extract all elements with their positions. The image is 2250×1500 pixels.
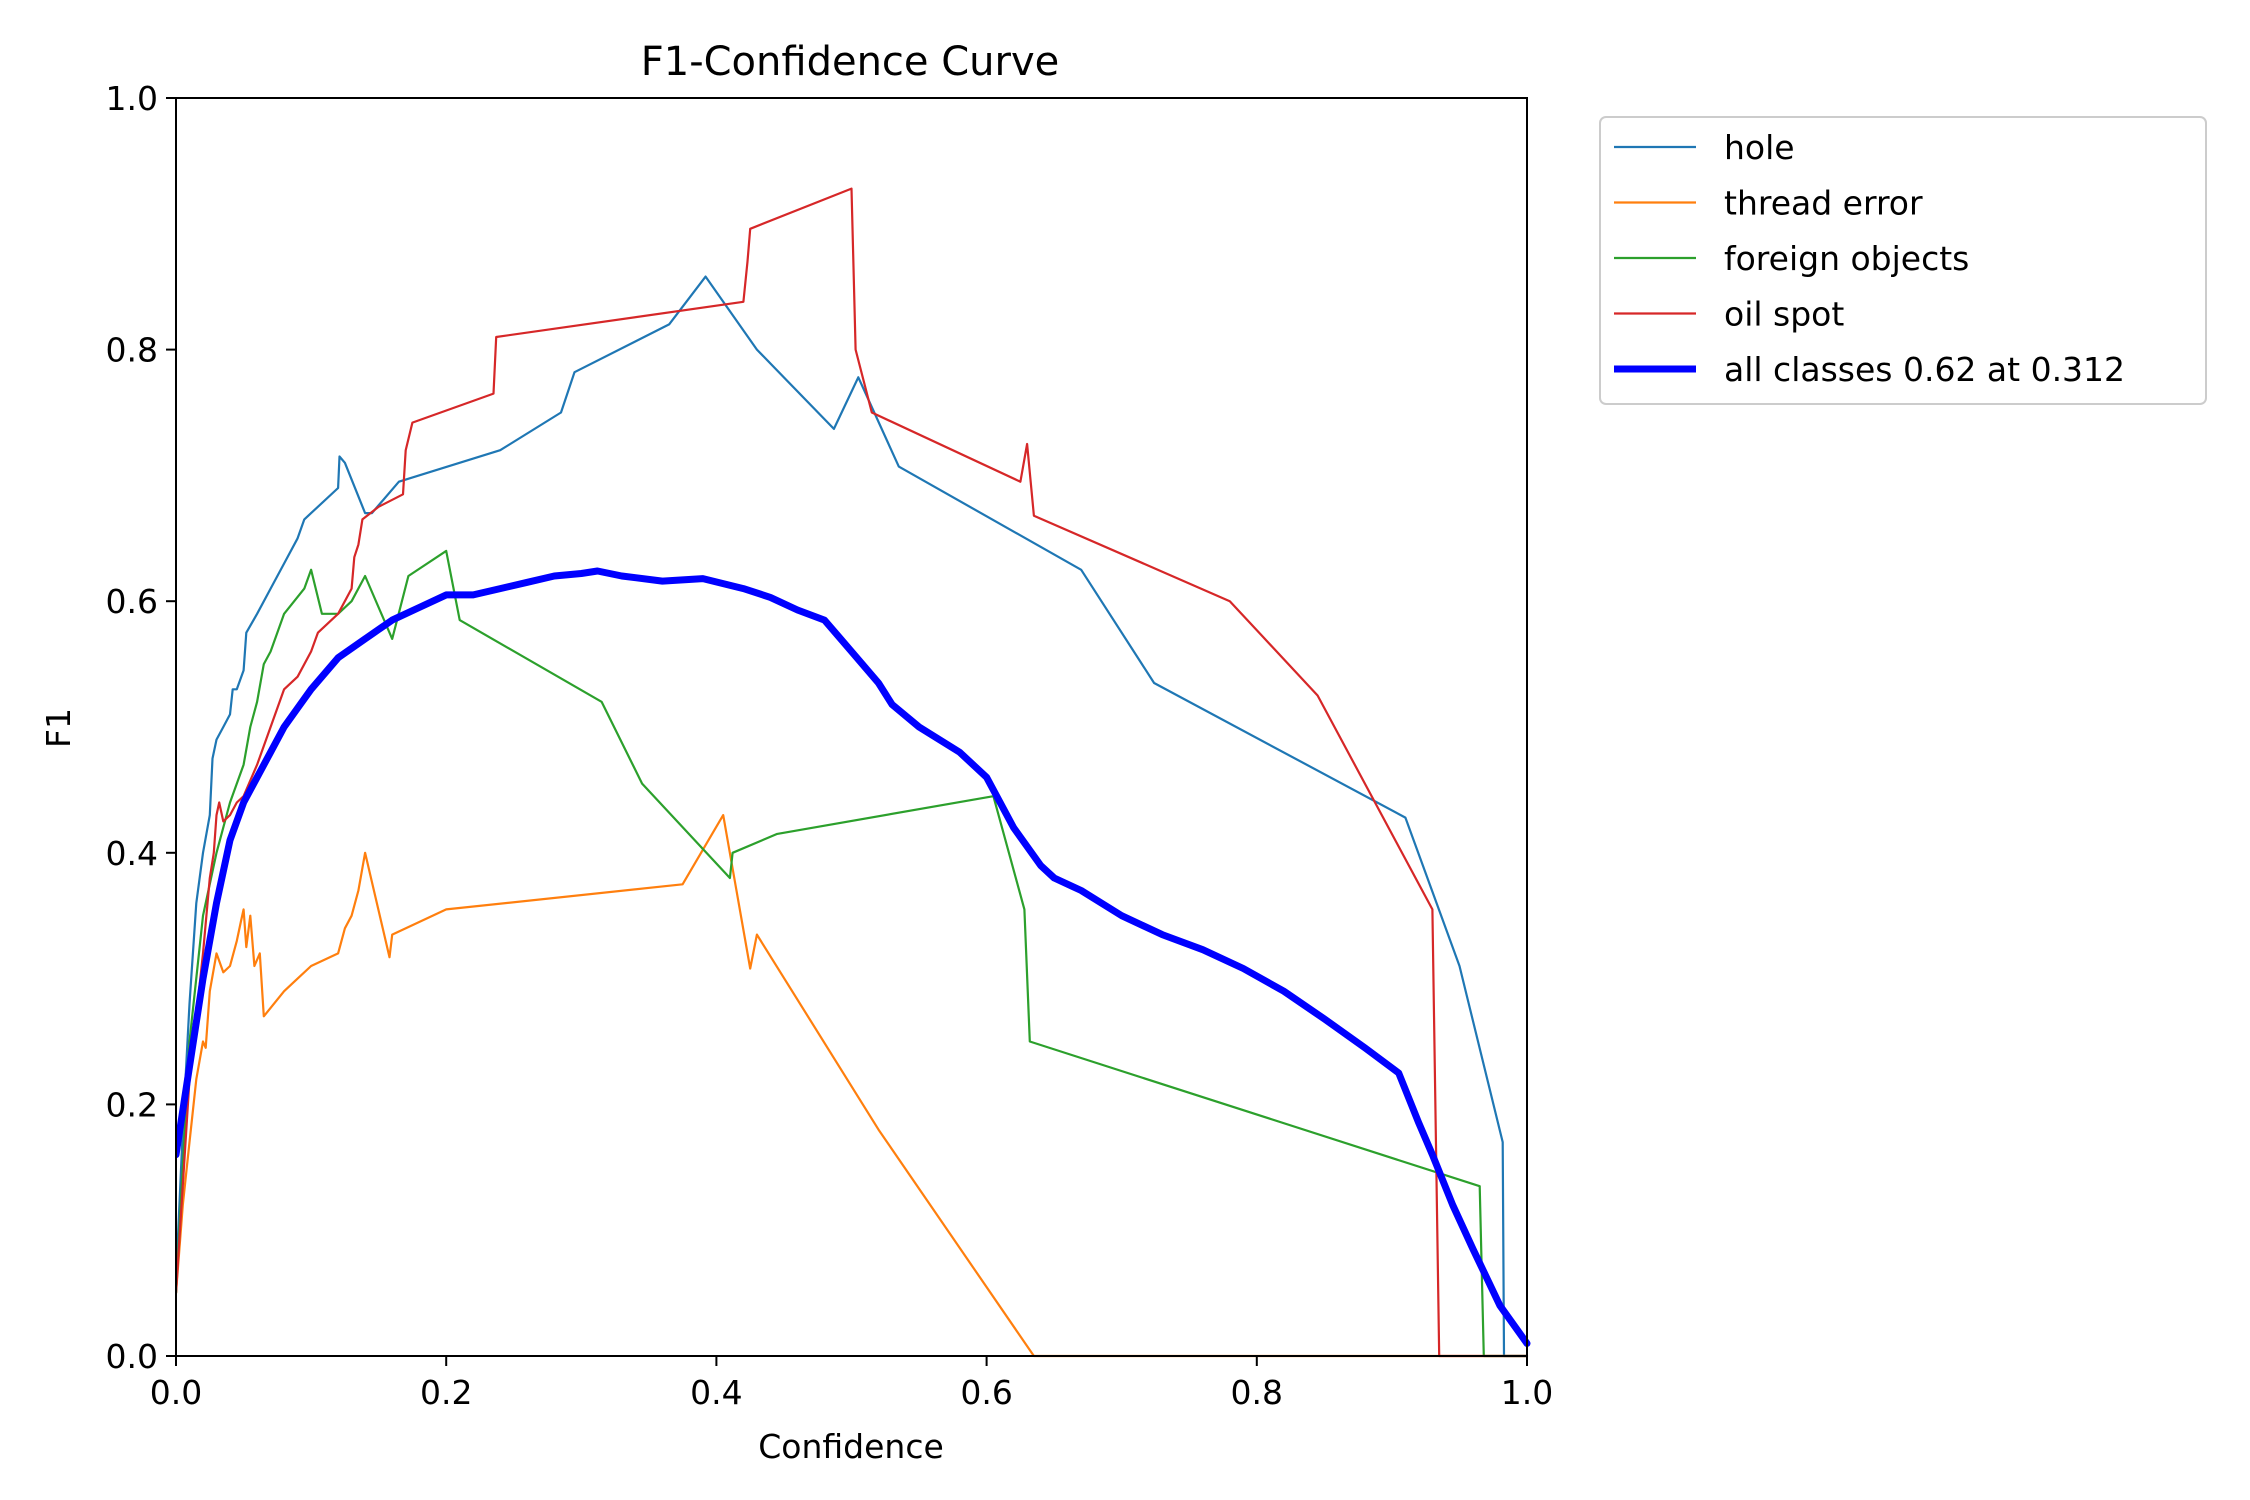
series-line-all-all	[176, 567, 1531, 1347]
x-tick-label: 0.8	[1231, 1373, 1283, 1412]
y-tick-label: 1.0	[106, 79, 158, 118]
x-tick-label: 0.4	[690, 1373, 742, 1412]
legend-label-all: all classes 0.62 at 0.312	[1724, 350, 2125, 389]
series-line-foreign	[176, 549, 1529, 1358]
x-tick-label: 0.2	[420, 1373, 472, 1412]
legend-label-thread: thread error	[1724, 184, 1923, 223]
y-tick-label: 0.6	[106, 582, 158, 621]
series-line-oil	[176, 187, 1529, 1358]
legend-label-foreign: foreign objects	[1724, 239, 1969, 278]
legend-label-hole: hole	[1724, 128, 1795, 167]
y-tick-label: 0.4	[106, 834, 158, 873]
legend-items: hole thread error foreign objects oil spot a…	[1614, 128, 2125, 389]
x-tick-label: 0.0	[150, 1373, 202, 1412]
series-line-hole	[176, 275, 1529, 1358]
x-tick-label: 1.0	[1501, 1373, 1553, 1412]
tick-layer: 0.0 0.2 0.4 0.6 0.8 1.0 0.0 0.2 0.4 0.6 0.8 1.0	[106, 79, 1554, 1412]
y-tick-label: 0.2	[106, 1085, 158, 1124]
legend: hole thread error foreign objects oil spot a…	[1599, 116, 2207, 405]
y-tick-label: 0.8	[106, 331, 158, 370]
x-axis-label: Confidence	[758, 1427, 944, 1466]
y-tick-label: 0.0	[106, 1337, 158, 1376]
plot-frame	[175, 97, 1528, 1357]
x-tick-label: 0.6	[960, 1373, 1012, 1412]
legend-label-oil: oil spot	[1724, 295, 1844, 334]
series-line-thread	[176, 813, 1529, 1358]
series-layer	[176, 187, 1531, 1358]
chart-title: F1-Confidence Curve	[641, 39, 1060, 85]
y-axis-label: F1	[39, 708, 78, 748]
legend-frame	[1599, 116, 2207, 405]
